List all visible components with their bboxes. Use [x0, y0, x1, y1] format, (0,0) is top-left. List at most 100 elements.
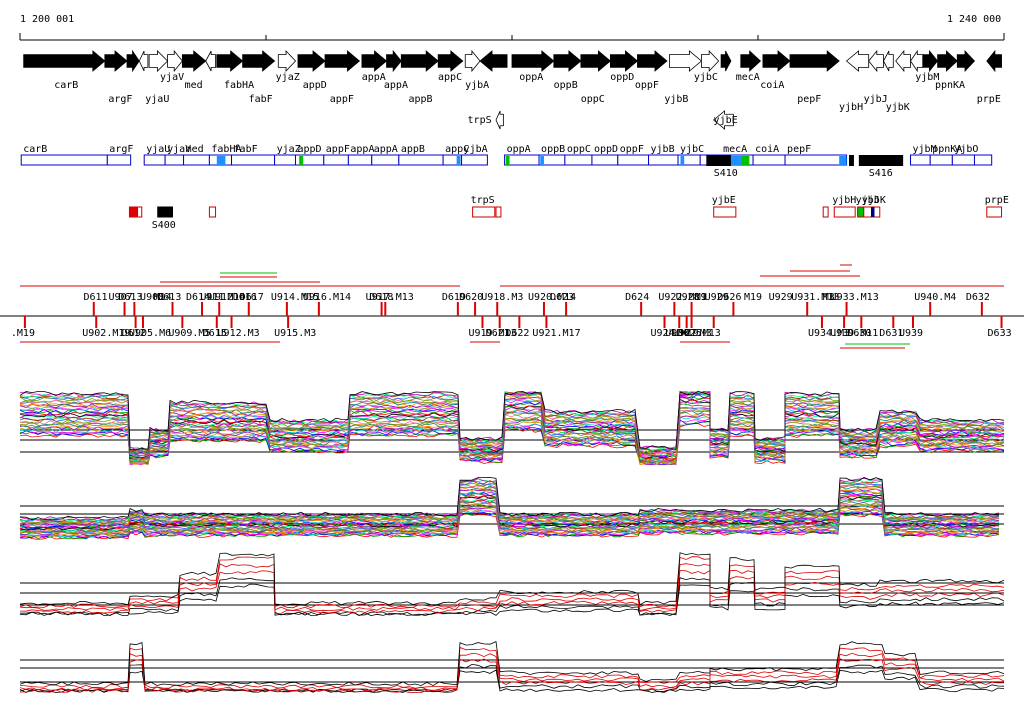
- gene-arrow: [242, 50, 276, 72]
- gene-label: yjbK: [886, 102, 910, 113]
- probe-label: U908: [140, 292, 164, 303]
- probe-tick: [843, 316, 846, 328]
- probe-label: U933.M13: [831, 292, 879, 303]
- probe-tick: [565, 302, 568, 316]
- gene-arrow: [138, 50, 149, 72]
- ruler-track: 1 200 001 1 240 000: [19, 14, 1005, 41]
- gene-label: prpE: [977, 94, 1001, 105]
- transcription-unit-box: [910, 154, 931, 166]
- gene-arrow: [324, 50, 361, 72]
- expression-trace: [19, 392, 1005, 453]
- probe-tick: [1000, 316, 1003, 328]
- probe-tick: [201, 302, 204, 316]
- gene-label: appB: [409, 94, 433, 105]
- probe-tick: [663, 316, 666, 328]
- gene-label: yjbM: [915, 72, 939, 83]
- transcription-unit-label: pepF: [787, 144, 811, 155]
- tu-mark: [216, 156, 226, 165]
- probe-label: D631: [879, 328, 903, 339]
- probe-tick: [678, 316, 681, 328]
- probe-tick: [640, 302, 643, 316]
- probe-label: U902.M19: [82, 328, 130, 339]
- gene-label: yjaV: [160, 72, 184, 83]
- transcription-unit-label: oppD: [594, 144, 618, 155]
- transcription-unit-label: fabF: [234, 144, 258, 155]
- tu-mark: [299, 156, 304, 165]
- transcription-unit-label: appA: [350, 144, 374, 155]
- tu-mark: [540, 156, 544, 165]
- probe-label: U924.M19: [651, 328, 699, 339]
- gene-arrow: [720, 50, 732, 72]
- gene-label: oppC: [581, 94, 605, 105]
- transcription-unit-label: coiA: [755, 144, 779, 155]
- regulator-label: prpE: [985, 195, 1009, 206]
- probe-tick: [92, 302, 95, 316]
- transcription-unit-label: yjaV: [167, 144, 191, 155]
- regulator-box: [713, 206, 737, 218]
- transcription-unit-label: yjaZ: [277, 144, 301, 155]
- probe-label: M14: [154, 292, 172, 303]
- expression-trace: [20, 577, 1005, 617]
- gene-arrow: [910, 49, 924, 73]
- probe-label: U909.M5: [168, 328, 210, 339]
- gene-arrow: [361, 50, 388, 72]
- probe-label: D626: [717, 292, 741, 303]
- gene-label: appA: [362, 72, 386, 83]
- transcription-unit-label: argF: [109, 144, 133, 155]
- tu-mark: [722, 156, 743, 165]
- probe-tick: [545, 316, 548, 328]
- probe-label: U921.M17: [532, 328, 580, 339]
- tu-mark: [742, 156, 750, 165]
- transcription-unit-label: fabHA: [211, 144, 241, 155]
- transcription-unit-box: [752, 154, 786, 166]
- probe-tick: [456, 302, 459, 316]
- regulator-box: [833, 206, 856, 218]
- gene-arrow: [23, 50, 106, 72]
- transcription-unit-box: [784, 154, 848, 166]
- probe-tick: [685, 316, 688, 328]
- probe-tick: [287, 316, 290, 328]
- expression-trace: [19, 563, 1005, 611]
- expression-trace: [19, 390, 1005, 450]
- probe-label: D618: [369, 292, 393, 303]
- transcription-unit-label: yjaU: [146, 144, 170, 155]
- gene-arrow: [789, 50, 840, 72]
- gene-label: yjbC: [694, 72, 718, 83]
- tu-block: [858, 155, 904, 166]
- probe-tick: [542, 302, 545, 316]
- gene-arrow: [713, 110, 734, 130]
- probe-tick: [980, 302, 983, 316]
- regulator-box: [157, 206, 173, 218]
- gene-label: argF: [108, 94, 132, 105]
- gene-arrow: [956, 49, 976, 73]
- transcription-unit-label: appF: [326, 144, 350, 155]
- probe-label: U911: [200, 292, 224, 303]
- gene-arrow: [580, 50, 612, 72]
- gene-label: yjbA: [465, 80, 489, 91]
- regulator-box: [208, 206, 217, 218]
- gene-arrow: [400, 50, 439, 72]
- transcription-unit-box: [398, 154, 444, 166]
- probe-tick: [673, 302, 676, 316]
- probe-label: D633: [988, 328, 1012, 339]
- probe-tick: [218, 302, 221, 316]
- gene-arrow: [922, 49, 939, 73]
- expression-profile-track: [19, 390, 1005, 694]
- transcription-unit-box: [164, 154, 185, 166]
- probe-tick: [732, 302, 735, 316]
- gene-label: fabHA: [224, 80, 254, 91]
- transcription-unit-label: appC: [445, 144, 469, 155]
- transcription-unit-label: yjbA: [464, 144, 488, 155]
- gene-label: yjbJ: [864, 94, 888, 105]
- gene-label: appA: [384, 80, 408, 91]
- transcription-unit-label: yjbO: [954, 144, 978, 155]
- probe-tick: [317, 302, 320, 316]
- probe-tick: [133, 302, 136, 316]
- probe-label: U939.M11: [830, 328, 878, 339]
- gene-arrow: [148, 50, 169, 72]
- probe-label: D615: [203, 328, 227, 339]
- probe-label: U919.M13: [468, 328, 516, 339]
- probe-label: D613: [118, 292, 142, 303]
